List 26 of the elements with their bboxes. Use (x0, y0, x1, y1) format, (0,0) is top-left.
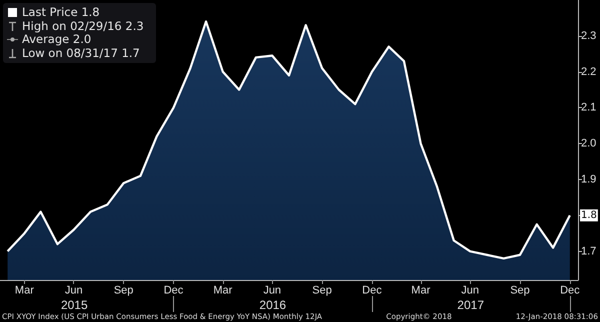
y-tick-label: 2.2 (581, 66, 596, 78)
annotation: Average 2.0 (22, 32, 92, 46)
annotation: Last Price 1.8 (22, 5, 101, 20)
x-tick-label: Mar (213, 284, 233, 296)
x2-tick-label: 2016 (259, 298, 286, 312)
y-tick-label: 1.7 (581, 245, 596, 258)
x-tick-label: Dec (362, 284, 382, 296)
x2-tick-label: 2015 (60, 298, 88, 312)
annotation: Low on 08/31/17 1.7 (22, 46, 141, 60)
x-tick-label: Dec (560, 284, 580, 296)
x-tick-label: Jun (263, 284, 282, 296)
x2-tick-label: 2017 (457, 298, 484, 312)
x-tick-label: Mar (411, 284, 431, 296)
x-tick-label: Dec (164, 284, 184, 296)
x-tick-label: Jun (64, 284, 83, 296)
x-tick-label: Sep (114, 284, 134, 296)
x-tick-label: Jun (461, 284, 479, 296)
x-tick-label: Mar (14, 284, 34, 296)
x-tick-label: Sep (510, 284, 530, 296)
y-tick-label: 1.9 (581, 173, 596, 186)
y-tick-label: 2.1 (581, 102, 596, 114)
y-tick-label: 2.3 (581, 30, 596, 42)
y-tick-label: 2.0 (581, 138, 596, 150)
annotation: 1.8 (581, 210, 597, 221)
x-tick-label: Sep (312, 284, 332, 296)
annotation: High on 02/29/16 2.3 (22, 18, 144, 33)
